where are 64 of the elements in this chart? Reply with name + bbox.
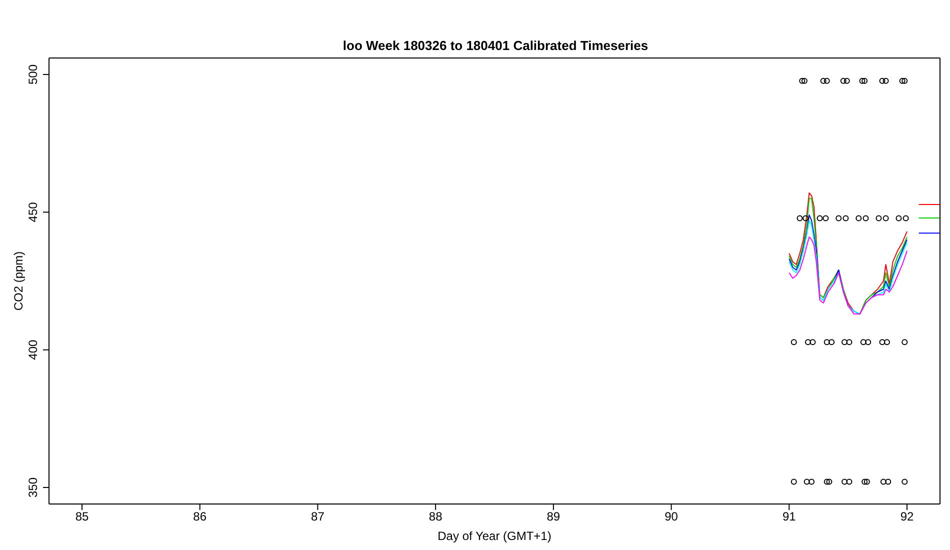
point [799,78,806,84]
point [896,215,902,222]
x-tick-label: 89 [546,510,560,524]
point [860,339,866,346]
point [842,339,848,346]
point [865,339,872,346]
point [824,78,830,84]
point [836,215,842,222]
point [902,339,908,346]
x-tick-label: 88 [428,510,443,524]
point [801,78,808,84]
chart-title: loo Week 180326 to 180401 Calibrated Timeseries [342,38,650,53]
point [864,478,870,485]
point [862,478,868,485]
point [826,478,832,485]
y-tick-label: 500 [26,64,40,85]
point [810,339,816,346]
point [816,215,823,222]
point [902,215,909,222]
point [862,78,868,84]
x-tick-label: 90 [664,510,678,524]
point [856,215,862,222]
point [808,478,815,485]
y-axis-title: CO2 (ppm) [11,251,26,311]
x-tick-label: 86 [193,510,207,524]
x-tick-label: 87 [311,510,325,524]
point [859,78,866,84]
x-tick-label: 92 [900,510,914,524]
point [882,215,889,222]
y-tick-label: 450 [26,202,40,222]
point [842,478,848,485]
point [876,215,882,222]
point [846,339,852,346]
point [885,478,892,485]
point [880,478,886,485]
y-tick-label: 350 [26,477,40,498]
point [802,215,809,222]
point [822,215,829,222]
point [824,478,830,485]
x-axis-title: Day of Year (GMT+1) [438,529,552,543]
point [879,78,886,84]
point [790,478,797,485]
point [902,478,908,485]
point [844,78,850,84]
point [902,78,908,84]
point [796,215,803,222]
line-series [788,236,908,315]
point [862,215,869,222]
y-tick-label: 400 [26,339,40,360]
point [805,339,811,346]
point [828,339,835,346]
point [790,339,797,346]
point [824,339,830,346]
point [804,478,810,485]
point [842,215,849,222]
point [879,339,886,346]
point [820,78,826,84]
point [840,78,846,84]
point [846,478,852,485]
point [884,339,890,346]
point [899,78,906,84]
x-tick-label: 85 [75,510,89,524]
point [882,78,889,84]
x-tick-label: 91 [782,510,796,524]
